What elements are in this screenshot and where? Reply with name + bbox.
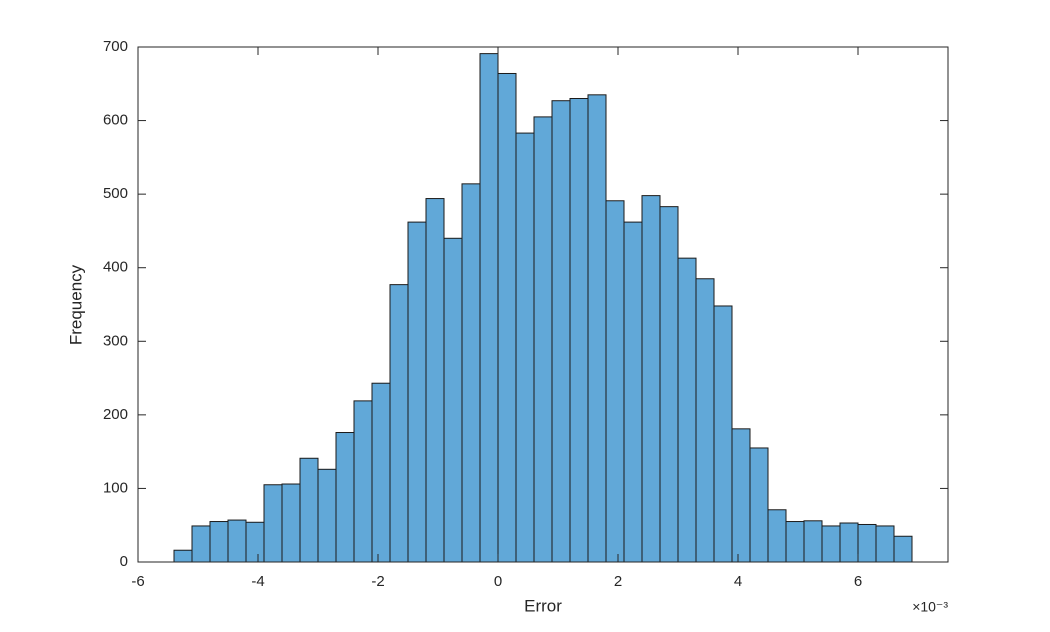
x-tick-label: 4 (734, 573, 742, 590)
bar (839, 522, 859, 563)
bar (353, 400, 373, 563)
x-tick-label: -2 (371, 573, 384, 590)
bar (785, 521, 805, 563)
bar (389, 284, 409, 563)
bar (713, 305, 733, 563)
bar (443, 237, 463, 563)
bar (461, 183, 481, 563)
bar (263, 484, 283, 563)
bar (281, 483, 301, 563)
bar (533, 116, 553, 563)
bar (605, 200, 625, 563)
bar (407, 221, 427, 563)
x-tick-label: 2 (614, 573, 622, 590)
bar (677, 257, 697, 563)
y-tick-label: 500 (103, 185, 128, 202)
y-tick-label: 700 (103, 38, 128, 55)
x-axis-label: Error (524, 596, 562, 615)
x-tick-label: 6 (854, 573, 862, 590)
bar (731, 428, 751, 563)
bar (821, 525, 841, 563)
bar (173, 549, 193, 563)
bar (209, 521, 229, 563)
bar (893, 535, 913, 563)
bar (803, 520, 823, 563)
bar (317, 468, 337, 563)
axes-box (137, 46, 949, 563)
bar (569, 98, 589, 563)
bar (551, 100, 571, 563)
bar (425, 198, 445, 563)
x-tick-label: 0 (494, 573, 502, 590)
bar (749, 447, 769, 563)
bar (587, 94, 607, 563)
bar (857, 523, 877, 563)
y-tick-label: 300 (103, 332, 128, 349)
y-tick-label: 600 (103, 112, 128, 129)
y-axis-label: Frequency (66, 264, 85, 345)
bar (245, 521, 265, 563)
y-tick-label: 0 (120, 553, 128, 570)
bar (479, 53, 499, 563)
bar (767, 509, 787, 563)
x-tick-label: -4 (251, 573, 264, 590)
bar (335, 432, 355, 563)
x-multiplier-label: ×10⁻³ (912, 599, 948, 615)
bar (515, 132, 535, 563)
bar (299, 457, 319, 563)
bar (497, 72, 517, 563)
bar (227, 519, 247, 563)
bar (695, 278, 715, 563)
bar (875, 525, 895, 563)
y-tick-label: 400 (103, 259, 128, 276)
bar (659, 206, 679, 563)
x-tick-label: -6 (131, 573, 144, 590)
y-tick-label: 100 (103, 479, 128, 496)
bar (623, 221, 643, 563)
bar (191, 525, 211, 563)
y-tick-label: 200 (103, 406, 128, 423)
bar (371, 382, 391, 563)
bar (641, 195, 661, 563)
